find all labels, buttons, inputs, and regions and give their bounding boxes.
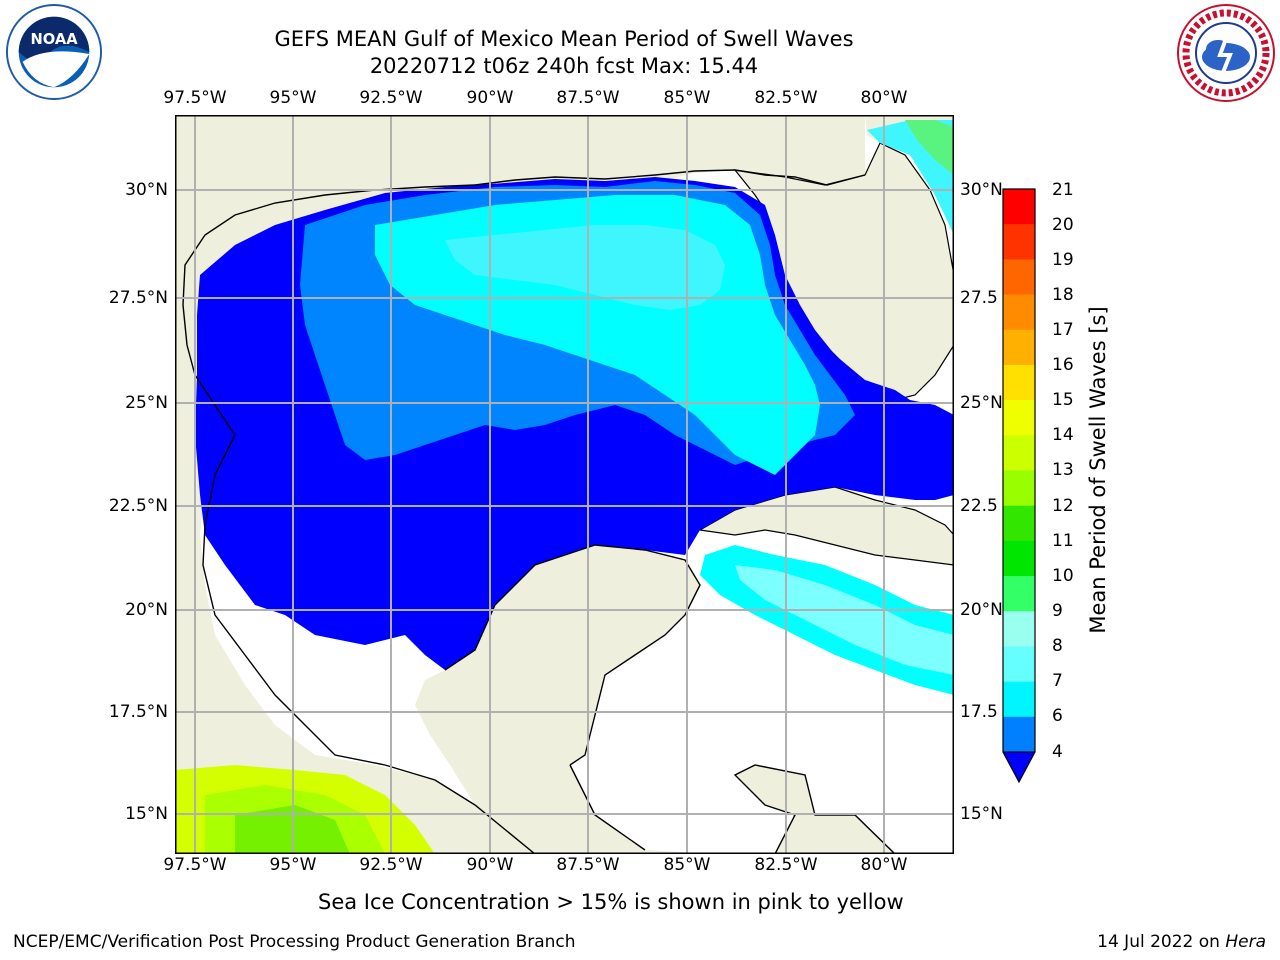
colorbar-segment [1003,294,1035,331]
colorbar-segment [1003,681,1035,718]
map-plot [175,115,954,854]
colorbar-segment [1003,329,1035,366]
chart-title: GEFS MEAN Gulf of Mexico Mean Period of … [274,27,854,51]
lat-label-left: 30°N [125,180,168,200]
sea-ice-note: Sea Ice Concentration > 15% is shown in … [318,890,904,914]
colorbar [1002,188,1036,783]
colorbar-segment [1003,611,1035,647]
footer-date-text: 14 Jul 2022 on [1097,932,1226,952]
colorbar-segment [1003,400,1035,436]
lon-label-bottom: 80°W [860,855,908,875]
lon-label-top: 92.5°W [359,88,423,108]
lon-label-bottom: 85°W [663,855,711,875]
colorbar-tick-label: 19 [1052,250,1074,270]
lon-label-top: 95°W [269,88,317,108]
colorbar-segment [1003,505,1035,542]
colorbar-segment [1003,470,1035,507]
colorbar-extend-arrow [1002,751,1036,783]
colorbar-tick-label: 8 [1052,636,1063,656]
colorbar-segment [1003,224,1035,260]
colorbar-tick-label: 13 [1052,460,1074,480]
swell-field [175,120,954,854]
lat-label-left: 17.5°N [108,702,168,722]
lat-label-right: 25°N [960,393,1003,413]
map-frame [175,115,954,854]
lat-label-right: 27.5 [960,288,998,308]
lon-label-bottom: 97.5°W [163,855,227,875]
chart-subtitle: 20220712 t06z 240h fcst Max: 15.44 [369,54,759,78]
land-yucatan [415,545,895,854]
colorbar-tick-label: 7 [1052,671,1063,691]
colorbar-segments [1003,189,1035,753]
lon-label-bottom: 82.5°W [754,855,818,875]
colorbar-tick-label: 11 [1052,531,1074,551]
national-weather-service-logo [1177,4,1275,102]
lon-label-top: 80°W [860,88,908,108]
land-us [175,115,954,225]
lon-label-top: 90°W [466,88,514,108]
lat-label-left: 25°N [125,393,168,413]
colorbar-segment [1003,435,1035,471]
lat-label-left: 15°N [125,804,168,824]
lon-label-top: 97.5°W [163,88,227,108]
lon-label-bottom: 92.5°W [359,855,423,875]
colorbar-segment [1003,540,1035,577]
svg-text:NOAA: NOAA [30,31,78,48]
lon-label-bottom: 95°W [269,855,317,875]
lat-label-right: 30°N [960,180,1003,200]
colorbar-tick-label: 20 [1052,215,1074,235]
colorbar-tick-label: 9 [1052,601,1063,621]
colorbar-tick-label: 12 [1052,496,1074,516]
footer-credit: NCEP/EMC/Verification Post Processing Pr… [13,932,576,952]
colorbar-tick-label: 21 [1052,180,1074,200]
colorbar-segment [1003,259,1035,296]
colorbar-tick-label: 4 [1052,742,1063,762]
lat-label-right: 20°N [960,600,1003,620]
colorbar-tick-label: 15 [1052,390,1074,410]
lon-label-top: 87.5°W [556,88,620,108]
colorbar-tick-label: 18 [1052,285,1074,305]
lat-label-left: 27.5°N [108,288,168,308]
noaa-logo: NOAA [5,3,103,101]
lon-label-top: 82.5°W [754,88,818,108]
colorbar-segment [1003,716,1035,753]
lat-label-right: 17.5 [960,702,998,722]
swell-band-8 [735,565,954,675]
colorbar-tick-label: 16 [1052,355,1074,375]
lat-label-right: 22.5 [960,496,998,516]
colorbar-segment [1003,364,1035,401]
colorbar-title: Mean Period of Swell Waves [s] [1086,306,1110,634]
lat-label-left: 22.5°N [108,496,168,516]
gridlines [175,115,954,854]
colorbar-frame [1002,188,1036,753]
lon-label-bottom: 90°W [466,855,514,875]
swell-band-9 [905,120,954,175]
lat-label-right: 15°N [960,804,1003,824]
colorbar-segment [1003,576,1035,612]
footer-date: 14 Jul 2022 on Hera [1097,932,1266,952]
lon-label-bottom: 87.5°W [556,855,620,875]
swell-band-6 [445,225,725,310]
colorbar-segment [1003,646,1035,683]
colorbar-tick-label: 6 [1052,706,1063,726]
lon-label-top: 85°W [663,88,711,108]
colorbar-tick-label: 17 [1052,320,1074,340]
colorbar-tick-label: 14 [1052,425,1074,445]
colorbar-segment [1003,189,1035,225]
colorbar-tick-label: 10 [1052,566,1074,586]
lat-label-left: 20°N [125,600,168,620]
footer-host: Hera [1225,932,1266,952]
